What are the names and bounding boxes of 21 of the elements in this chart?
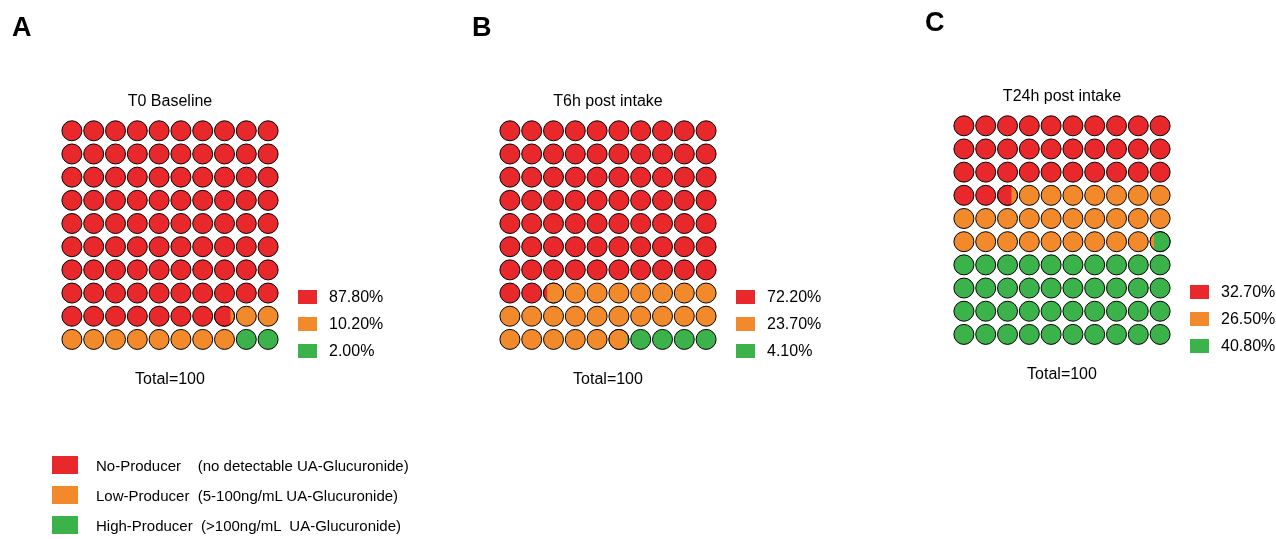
data-label: 4.10%	[767, 341, 813, 360]
data-label: 23.70%	[767, 314, 822, 333]
data-label: 87.80%	[329, 287, 384, 306]
text: Total=100	[1026, 365, 1098, 383]
data-label: 10.20%	[329, 314, 384, 333]
text: T0 Baseline	[127, 92, 213, 110]
data-label: 72.20%	[767, 287, 822, 306]
text: Total=100	[134, 370, 206, 388]
data-label: 26.50%	[1221, 309, 1276, 328]
data-label: 40.80%	[1221, 336, 1276, 355]
data-label: 2.00%	[329, 341, 375, 360]
text: T24h post intake	[1002, 87, 1122, 105]
text: B	[472, 12, 492, 43]
text: Total=100	[572, 370, 644, 388]
category-label: High-Producer (>100ng/mL UA-Glucuronide)	[96, 516, 402, 534]
category-label: No-Producer (no detectable UA-Glucuronide)	[96, 456, 409, 474]
category-label: Low-Producer (5-100ng/mL UA-Glucuronide)	[96, 486, 399, 504]
text: A	[12, 12, 32, 43]
text: C	[925, 7, 945, 38]
data-label: 32.70%	[1221, 282, 1276, 301]
text: T6h post intake	[553, 92, 663, 110]
